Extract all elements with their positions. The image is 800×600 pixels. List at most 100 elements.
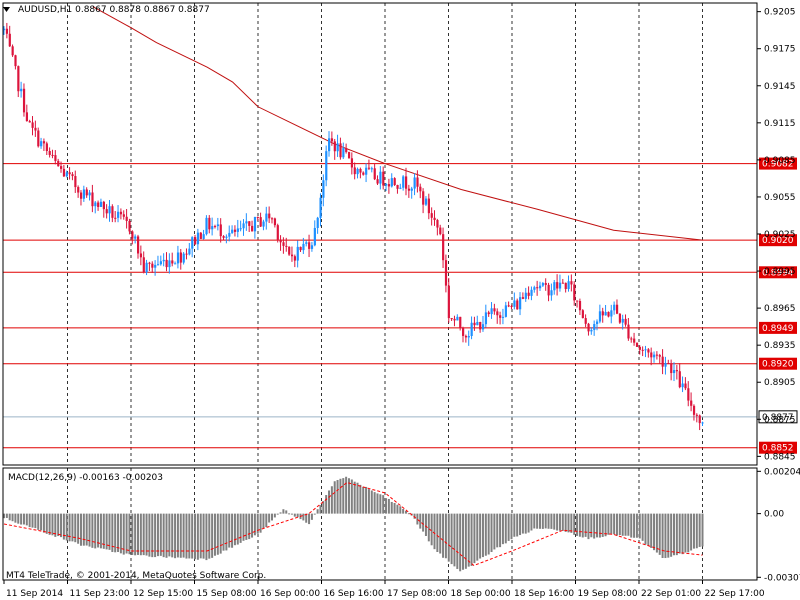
macd-panel-border bbox=[2, 467, 758, 581]
level-label: 0.8949 bbox=[762, 324, 794, 334]
candle-body bbox=[128, 220, 131, 232]
time-axis: 11 Sep 2014 11 Sep 23:00 12 Sep 15:00 15 Se… bbox=[3, 580, 765, 599]
macd-bar bbox=[519, 513, 522, 536]
level-badge[interactable] bbox=[759, 321, 797, 334]
macd-bar bbox=[387, 498, 390, 514]
grid-lines bbox=[67, 3, 703, 580]
macd-bar bbox=[627, 513, 630, 536]
level-badge[interactable] bbox=[759, 441, 797, 454]
horizontal-levels[interactable]: 0.9082 0.9020 0.8994 0.8949 0.8920 0.8852 0.88… bbox=[3, 157, 798, 454]
macd-bar bbox=[14, 513, 17, 523]
macd-bar bbox=[222, 513, 225, 551]
level-label: 0.8920 bbox=[762, 360, 794, 370]
macd-bar bbox=[48, 513, 51, 535]
macd-bar bbox=[493, 513, 496, 550]
macd-bar bbox=[37, 513, 40, 530]
macd-bar bbox=[404, 510, 407, 514]
candle-body bbox=[536, 287, 539, 289]
candle-body bbox=[188, 248, 191, 255]
macd-bar bbox=[174, 513, 177, 559]
candle-body bbox=[655, 354, 659, 356]
level-badge[interactable] bbox=[759, 234, 797, 247]
level-badge[interactable] bbox=[759, 266, 797, 279]
candle-body bbox=[330, 138, 334, 142]
macd-bar bbox=[564, 513, 567, 532]
current-price-badge[interactable] bbox=[758, 410, 798, 424]
candle-body bbox=[213, 226, 217, 228]
level-label: 0.9020 bbox=[762, 236, 794, 246]
price-tick-label: 0.8995 bbox=[764, 267, 796, 277]
candle-body bbox=[293, 256, 297, 261]
macd-bar bbox=[68, 513, 71, 542]
candle-body bbox=[316, 217, 319, 228]
candle-body bbox=[148, 262, 151, 264]
macd-bar bbox=[322, 501, 325, 514]
candle-body bbox=[413, 177, 416, 189]
macd-bar bbox=[644, 513, 647, 545]
candle-body bbox=[667, 363, 670, 365]
macd-bar bbox=[253, 513, 256, 536]
macd-bar bbox=[396, 504, 399, 514]
time-label: 16 Sep 00:00 bbox=[260, 589, 320, 599]
candle-body bbox=[94, 202, 97, 207]
macd-bar bbox=[615, 513, 618, 536]
candle-body bbox=[573, 284, 576, 301]
macd-bar bbox=[362, 486, 365, 514]
candle-body bbox=[647, 349, 650, 353]
macd-bar bbox=[205, 513, 208, 561]
chart-frame bbox=[2, 2, 758, 581]
candle-body bbox=[541, 283, 545, 286]
level-label: 0.8852 bbox=[762, 444, 794, 454]
time-label: 11 Sep 2014 bbox=[6, 589, 63, 599]
candle-body bbox=[439, 227, 442, 235]
macd-bar bbox=[262, 513, 265, 529]
candle-body bbox=[347, 152, 351, 159]
candle-body bbox=[290, 254, 294, 257]
candle-body bbox=[117, 211, 120, 218]
macd-bar bbox=[65, 513, 68, 541]
candle-body bbox=[179, 252, 182, 263]
candle-body bbox=[601, 311, 604, 316]
candle-body bbox=[365, 167, 368, 175]
macd-bar bbox=[108, 513, 111, 550]
macd-bar bbox=[85, 513, 88, 546]
macd-bar bbox=[490, 513, 493, 552]
macd-bar bbox=[77, 513, 80, 544]
time-label: 22 Sep 17:00 bbox=[705, 589, 765, 599]
macd-signal-line bbox=[3, 481, 703, 567]
macd-bar bbox=[8, 513, 11, 521]
candle-body bbox=[37, 130, 40, 147]
level-badge[interactable] bbox=[759, 357, 797, 370]
candle-body bbox=[231, 229, 234, 233]
macd-bar bbox=[547, 513, 550, 529]
candle-body bbox=[701, 422, 704, 424]
macd-bar bbox=[3, 513, 5, 519]
macd-bar bbox=[125, 513, 128, 554]
macd-bar bbox=[561, 513, 564, 531]
candle-body bbox=[14, 55, 17, 67]
level-badge[interactable] bbox=[759, 157, 797, 170]
macd-bar bbox=[105, 513, 108, 550]
candle-body bbox=[154, 264, 157, 268]
candle-body bbox=[11, 46, 14, 56]
macd-bar bbox=[496, 513, 499, 548]
macd-bar bbox=[618, 513, 621, 536]
macd-bar bbox=[25, 513, 28, 526]
candle-body bbox=[328, 138, 331, 152]
macd-bar bbox=[621, 513, 624, 536]
candle-body bbox=[370, 168, 373, 170]
macd-bar bbox=[635, 513, 638, 538]
macd-bar bbox=[638, 513, 641, 539]
macd-bar bbox=[293, 513, 296, 517]
triangle-down-icon[interactable] bbox=[3, 7, 10, 12]
macd-bar bbox=[40, 513, 43, 531]
macd-bar bbox=[607, 513, 610, 535]
macd-bar bbox=[179, 513, 182, 558]
macd-bar bbox=[462, 513, 465, 570]
macd-bar bbox=[664, 513, 667, 559]
candle-body bbox=[282, 242, 285, 246]
candle-body bbox=[5, 28, 9, 34]
candle-body bbox=[519, 297, 522, 310]
candle-body bbox=[276, 225, 279, 240]
